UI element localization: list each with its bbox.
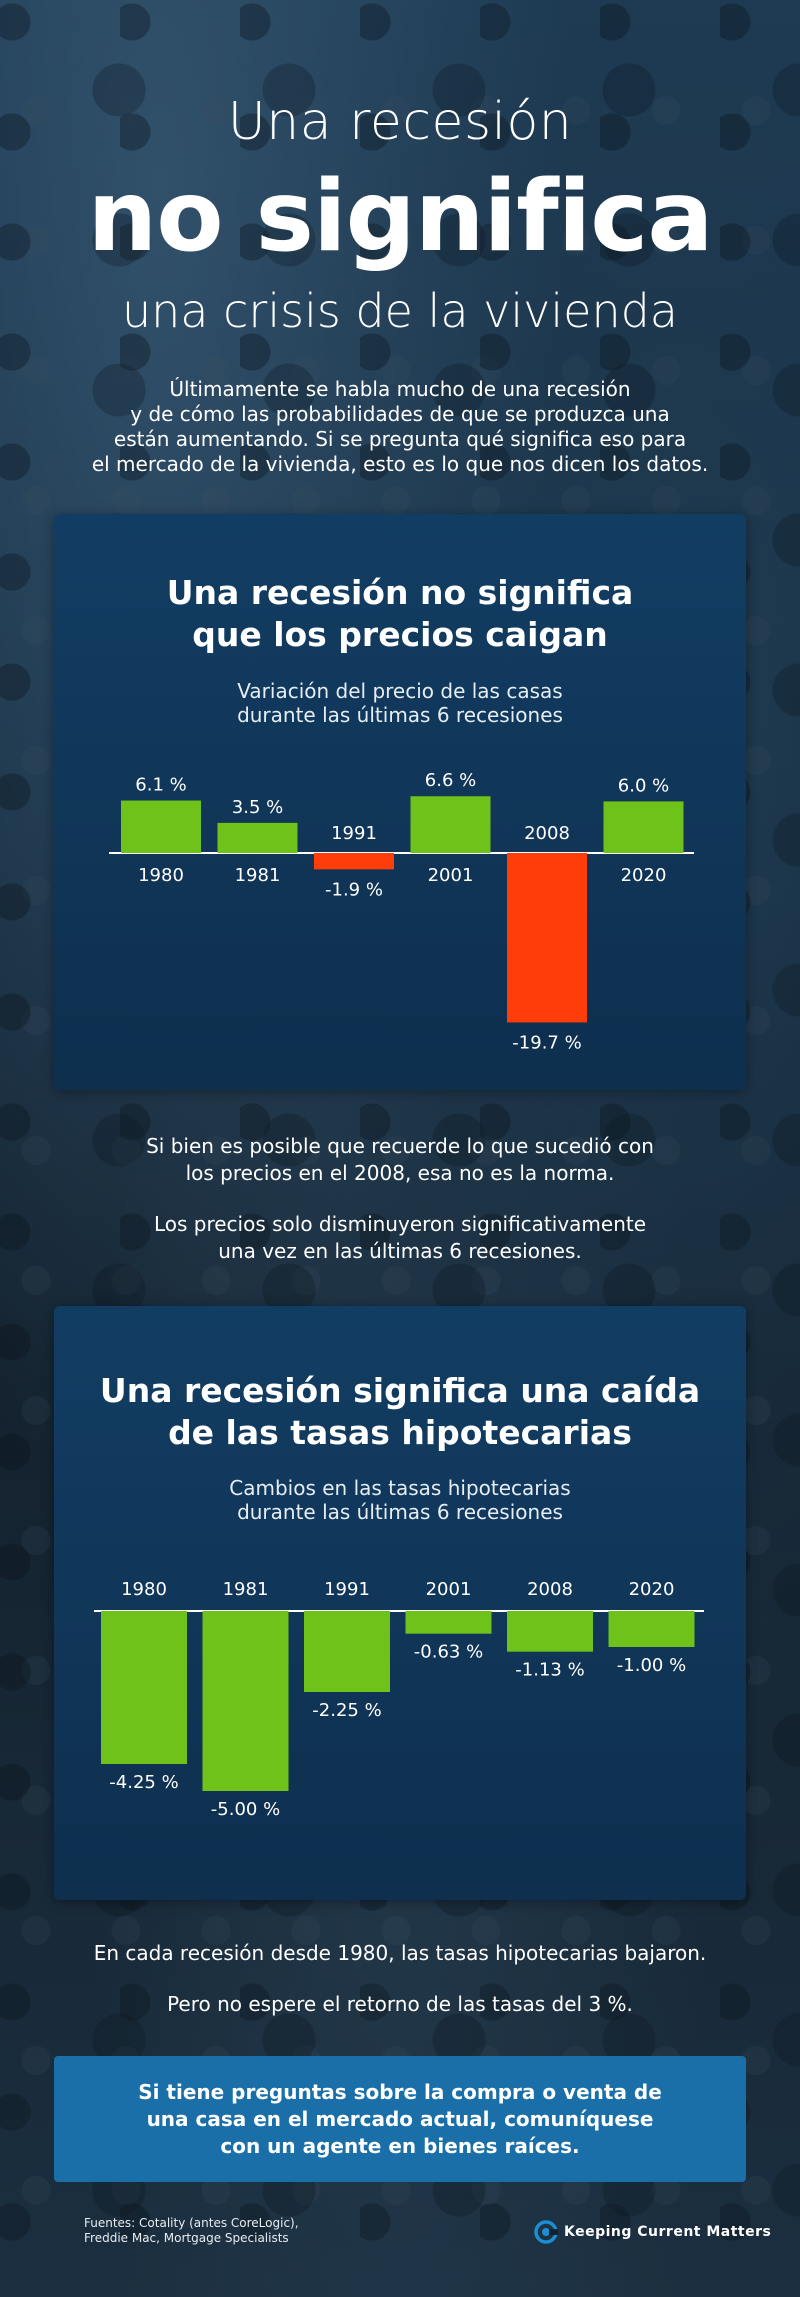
data-label: 3.5 %: [232, 797, 283, 818]
data-label: -1.00 %: [617, 1655, 686, 1676]
price-chart-subtitle-line: durante las últimas 6 recesiones: [237, 703, 563, 727]
cta-line: Si tiene preguntas sobre la compra o ven…: [138, 2079, 662, 2104]
price-chart-title-line: que los precios caigan: [192, 615, 608, 654]
data-label: -19.7 %: [512, 1032, 581, 1053]
bar: [314, 853, 394, 870]
price-change-chart: 6.1 % 1980 3.5 % 1981 1991 -1.9 % 6.6 % 2001 200…: [109, 770, 694, 1053]
category-label: 2008: [527, 1579, 573, 1600]
prices-note-line: los precios en el 2008, esa no es la nor…: [185, 1161, 615, 1185]
cta-line: con un agente en bienes raíces.: [220, 2133, 580, 2158]
sources-line: Fuentes: Cotality (antes CoreLogic),: [84, 2216, 299, 2230]
rates-chart-subtitle: Cambios en las tasas hipotecarias durant…: [54, 1476, 746, 1524]
price-chart-subtitle-line: Variación del precio de las casas: [237, 679, 563, 703]
category-label: 2001: [428, 865, 474, 886]
category-label: 1991: [331, 823, 377, 844]
prices-note-line: Si bien es posible que recuerde lo que s…: [146, 1134, 654, 1158]
category-label: 1981: [235, 865, 281, 886]
bar: [217, 822, 298, 853]
rates-chart-title: Una recesión significa una caída de las …: [54, 1370, 746, 1454]
bar: [121, 800, 201, 853]
rates-note: En cada recesión desde 1980, las tasas h…: [93, 1941, 707, 1965]
data-label: -5.00 %: [211, 1799, 280, 1820]
bar: [507, 1611, 593, 1652]
data-label: -1.9 %: [325, 879, 383, 900]
category-label: 2020: [629, 1579, 675, 1600]
category-label: 2008: [524, 823, 570, 844]
hero-title-line-1: Una recesión: [227, 92, 573, 152]
bar: [603, 801, 684, 853]
category-label: 1980: [138, 865, 184, 886]
rates-chart-title-line: Una recesión significa una caída: [99, 1371, 701, 1410]
data-label: -1.13 %: [515, 1660, 584, 1681]
prices-decline-line: Los precios solo disminuyeron significat…: [153, 1212, 647, 1236]
rates-warning: Pero no espere el retorno de las tasas d…: [167, 1992, 633, 2016]
mortgage-rates-panel: Una recesión significa una caída de las …: [54, 1306, 746, 1900]
intro-line: el mercado de la vivienda, esto es lo qu…: [91, 452, 709, 476]
price-change-panel: Una recesión no significa que los precio…: [54, 514, 746, 1090]
price-chart-subtitle: Variación del precio de las casas durant…: [54, 679, 746, 727]
bar: [202, 1611, 289, 1791]
bar: [608, 1611, 695, 1647]
cta-box: Si tiene preguntas sobre la compra o ven…: [54, 2056, 746, 2182]
hero-title-line-3: una crisis de la vivienda: [122, 284, 678, 338]
data-label: -4.25 %: [109, 1772, 178, 1793]
price-chart-title-line: Una recesión no significa: [166, 573, 634, 612]
bar: [101, 1611, 187, 1764]
bar: [405, 1611, 492, 1634]
hero-title-line-2: no significa: [87, 160, 713, 274]
sources-line: Freddie Mac, Mortgage Specialists: [84, 2231, 289, 2245]
data-label: 6.1 %: [135, 775, 186, 796]
prices-decline-note: Los precios solo disminuyeron significat…: [60, 1211, 740, 1265]
mortgage-rates-chart: 1980 -4.25 % 1981 -5.00 % 1991 -2.25 % 2001 -0.…: [94, 1579, 704, 1820]
category-label: 2001: [426, 1579, 472, 1600]
brand-name: Keeping Current Matters: [564, 2224, 772, 2240]
intro-paragraph: Últimamente se habla mucho de una recesi…: [60, 377, 740, 477]
sources-note: Fuentes: Cotality (antes CoreLogic), Fre…: [84, 2216, 384, 2246]
intro-line: están aumentando. Si se pregunta qué sig…: [113, 427, 687, 451]
price-chart-title: Una recesión no significa que los precio…: [54, 572, 746, 656]
category-label: 1981: [223, 1579, 269, 1600]
intro-line: y de cómo las probabilidades de que se p…: [130, 402, 670, 426]
prices-note: Si bien es posible que recuerde lo que s…: [60, 1133, 740, 1187]
cta-line: una casa en el mercado actual, comuníque…: [146, 2106, 654, 2131]
rates-chart-title-line: de las tasas hipotecarias: [168, 1413, 632, 1452]
data-label: 6.0 %: [618, 775, 669, 796]
data-label: -0.63 %: [414, 1642, 483, 1663]
data-label: -2.25 %: [312, 1700, 381, 1721]
bar: [304, 1611, 390, 1692]
bar: [410, 796, 491, 853]
kcm-logo-icon: [534, 2220, 558, 2244]
intro-line: Últimamente se habla mucho de una recesi…: [169, 377, 631, 401]
category-label: 1991: [324, 1579, 370, 1600]
data-label: 6.6 %: [425, 770, 476, 791]
brand-logo[interactable]: Keeping Current Matters: [534, 2220, 771, 2244]
rates-chart-subtitle-line: durante las últimas 6 recesiones: [237, 1500, 563, 1524]
category-label: 2020: [621, 865, 667, 886]
rates-chart-subtitle-line: Cambios en las tasas hipotecarias: [229, 1476, 571, 1500]
prices-decline-line: una vez en las últimas 6 recesiones.: [218, 1239, 582, 1263]
bar: [507, 853, 587, 1023]
category-label: 1980: [121, 1579, 167, 1600]
